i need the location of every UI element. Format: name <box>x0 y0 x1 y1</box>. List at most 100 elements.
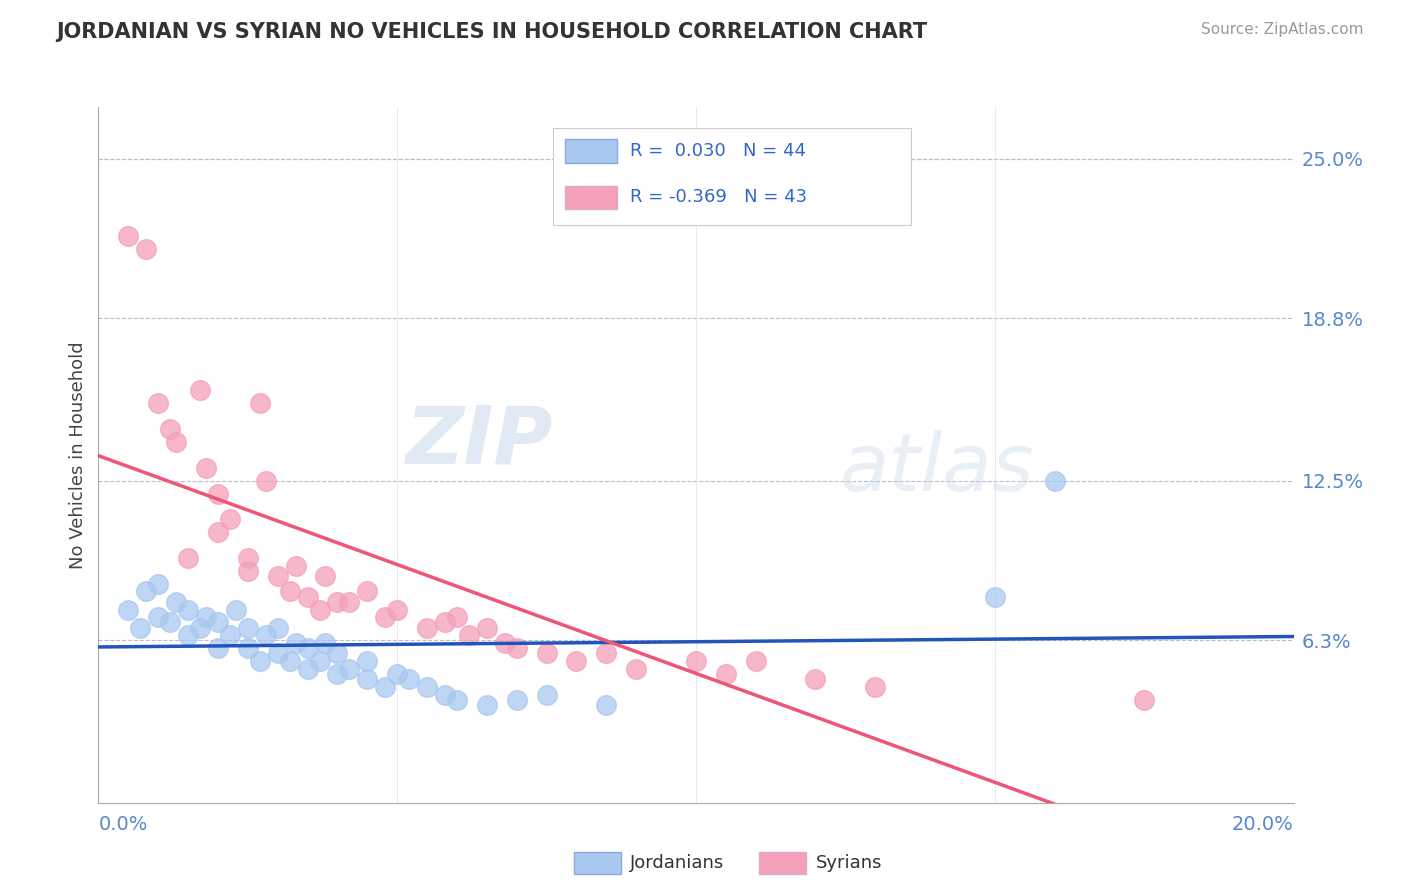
Point <box>416 680 439 694</box>
FancyBboxPatch shape <box>574 852 620 874</box>
Point <box>177 628 200 642</box>
Point <box>219 628 242 642</box>
Point <box>148 396 170 410</box>
Text: Syrians: Syrians <box>815 854 882 871</box>
Point <box>267 621 290 635</box>
Point <box>267 569 290 583</box>
Point <box>236 621 259 635</box>
Point <box>278 654 301 668</box>
Y-axis label: No Vehicles in Household: No Vehicles in Household <box>69 341 87 569</box>
Text: 0.0%: 0.0% <box>98 815 148 834</box>
Point <box>374 610 396 624</box>
Point <box>506 641 529 656</box>
Point <box>195 460 218 475</box>
Point <box>297 662 319 676</box>
Point <box>278 584 301 599</box>
Point <box>804 672 827 686</box>
Point <box>565 654 588 668</box>
Point <box>398 672 420 686</box>
Text: atlas: atlas <box>839 430 1035 508</box>
Point <box>458 628 481 642</box>
Point <box>339 595 360 609</box>
Point <box>865 680 887 694</box>
Point <box>207 486 229 500</box>
Point <box>356 672 378 686</box>
Point <box>984 590 1007 604</box>
Point <box>446 692 468 706</box>
Point <box>177 551 200 566</box>
Point <box>416 621 439 635</box>
FancyBboxPatch shape <box>759 852 806 874</box>
Point <box>626 662 648 676</box>
Point <box>714 667 737 681</box>
Point <box>297 641 319 656</box>
Text: JORDANIAN VS SYRIAN NO VEHICLES IN HOUSEHOLD CORRELATION CHART: JORDANIAN VS SYRIAN NO VEHICLES IN HOUSE… <box>56 22 928 42</box>
Point <box>225 602 247 616</box>
Point <box>236 641 259 656</box>
Text: ZIP: ZIP <box>405 402 553 480</box>
Point <box>326 646 349 660</box>
Point <box>475 698 498 712</box>
Point <box>249 654 271 668</box>
Point <box>165 595 187 609</box>
Point <box>595 698 617 712</box>
Point <box>267 646 290 660</box>
Point <box>254 474 277 488</box>
Point <box>249 396 271 410</box>
Text: R =  0.030   N = 44: R = 0.030 N = 44 <box>630 142 806 160</box>
Point <box>446 610 468 624</box>
Point <box>207 615 229 630</box>
Text: 20.0%: 20.0% <box>1232 815 1294 834</box>
Point <box>188 621 211 635</box>
FancyBboxPatch shape <box>565 186 617 210</box>
FancyBboxPatch shape <box>565 139 617 162</box>
FancyBboxPatch shape <box>553 128 911 226</box>
Text: R = -0.369   N = 43: R = -0.369 N = 43 <box>630 188 807 206</box>
Point <box>1043 474 1066 488</box>
Point <box>236 551 259 566</box>
Text: Source: ZipAtlas.com: Source: ZipAtlas.com <box>1201 22 1364 37</box>
Point <box>254 628 277 642</box>
Point <box>326 595 349 609</box>
Point <box>284 558 307 573</box>
Point <box>1133 692 1156 706</box>
Point <box>685 654 707 668</box>
Point <box>494 636 516 650</box>
Point <box>195 610 218 624</box>
Point <box>219 512 242 526</box>
Point <box>536 646 558 660</box>
Point <box>315 636 337 650</box>
Point <box>374 680 396 694</box>
Point <box>434 615 457 630</box>
Point <box>475 621 498 635</box>
Point <box>284 636 307 650</box>
Point <box>207 641 229 656</box>
Point <box>536 688 558 702</box>
Point <box>165 435 187 450</box>
Point <box>129 621 152 635</box>
Point <box>308 602 330 616</box>
Point <box>188 384 211 398</box>
Point <box>159 615 181 630</box>
Point <box>595 646 617 660</box>
Point <box>135 584 157 599</box>
Point <box>236 564 259 578</box>
Point <box>315 569 337 583</box>
Point <box>385 667 409 681</box>
Point <box>745 654 768 668</box>
Point <box>117 602 139 616</box>
Point <box>177 602 200 616</box>
Point <box>207 525 229 540</box>
Point <box>339 662 360 676</box>
Point <box>159 422 181 436</box>
Point <box>326 667 349 681</box>
Point <box>297 590 319 604</box>
Point <box>148 610 170 624</box>
Point <box>148 576 170 591</box>
Point <box>385 602 409 616</box>
Point <box>434 688 457 702</box>
Point <box>308 654 330 668</box>
Point <box>356 654 378 668</box>
Point <box>117 228 139 243</box>
Text: Jordanians: Jordanians <box>630 854 724 871</box>
